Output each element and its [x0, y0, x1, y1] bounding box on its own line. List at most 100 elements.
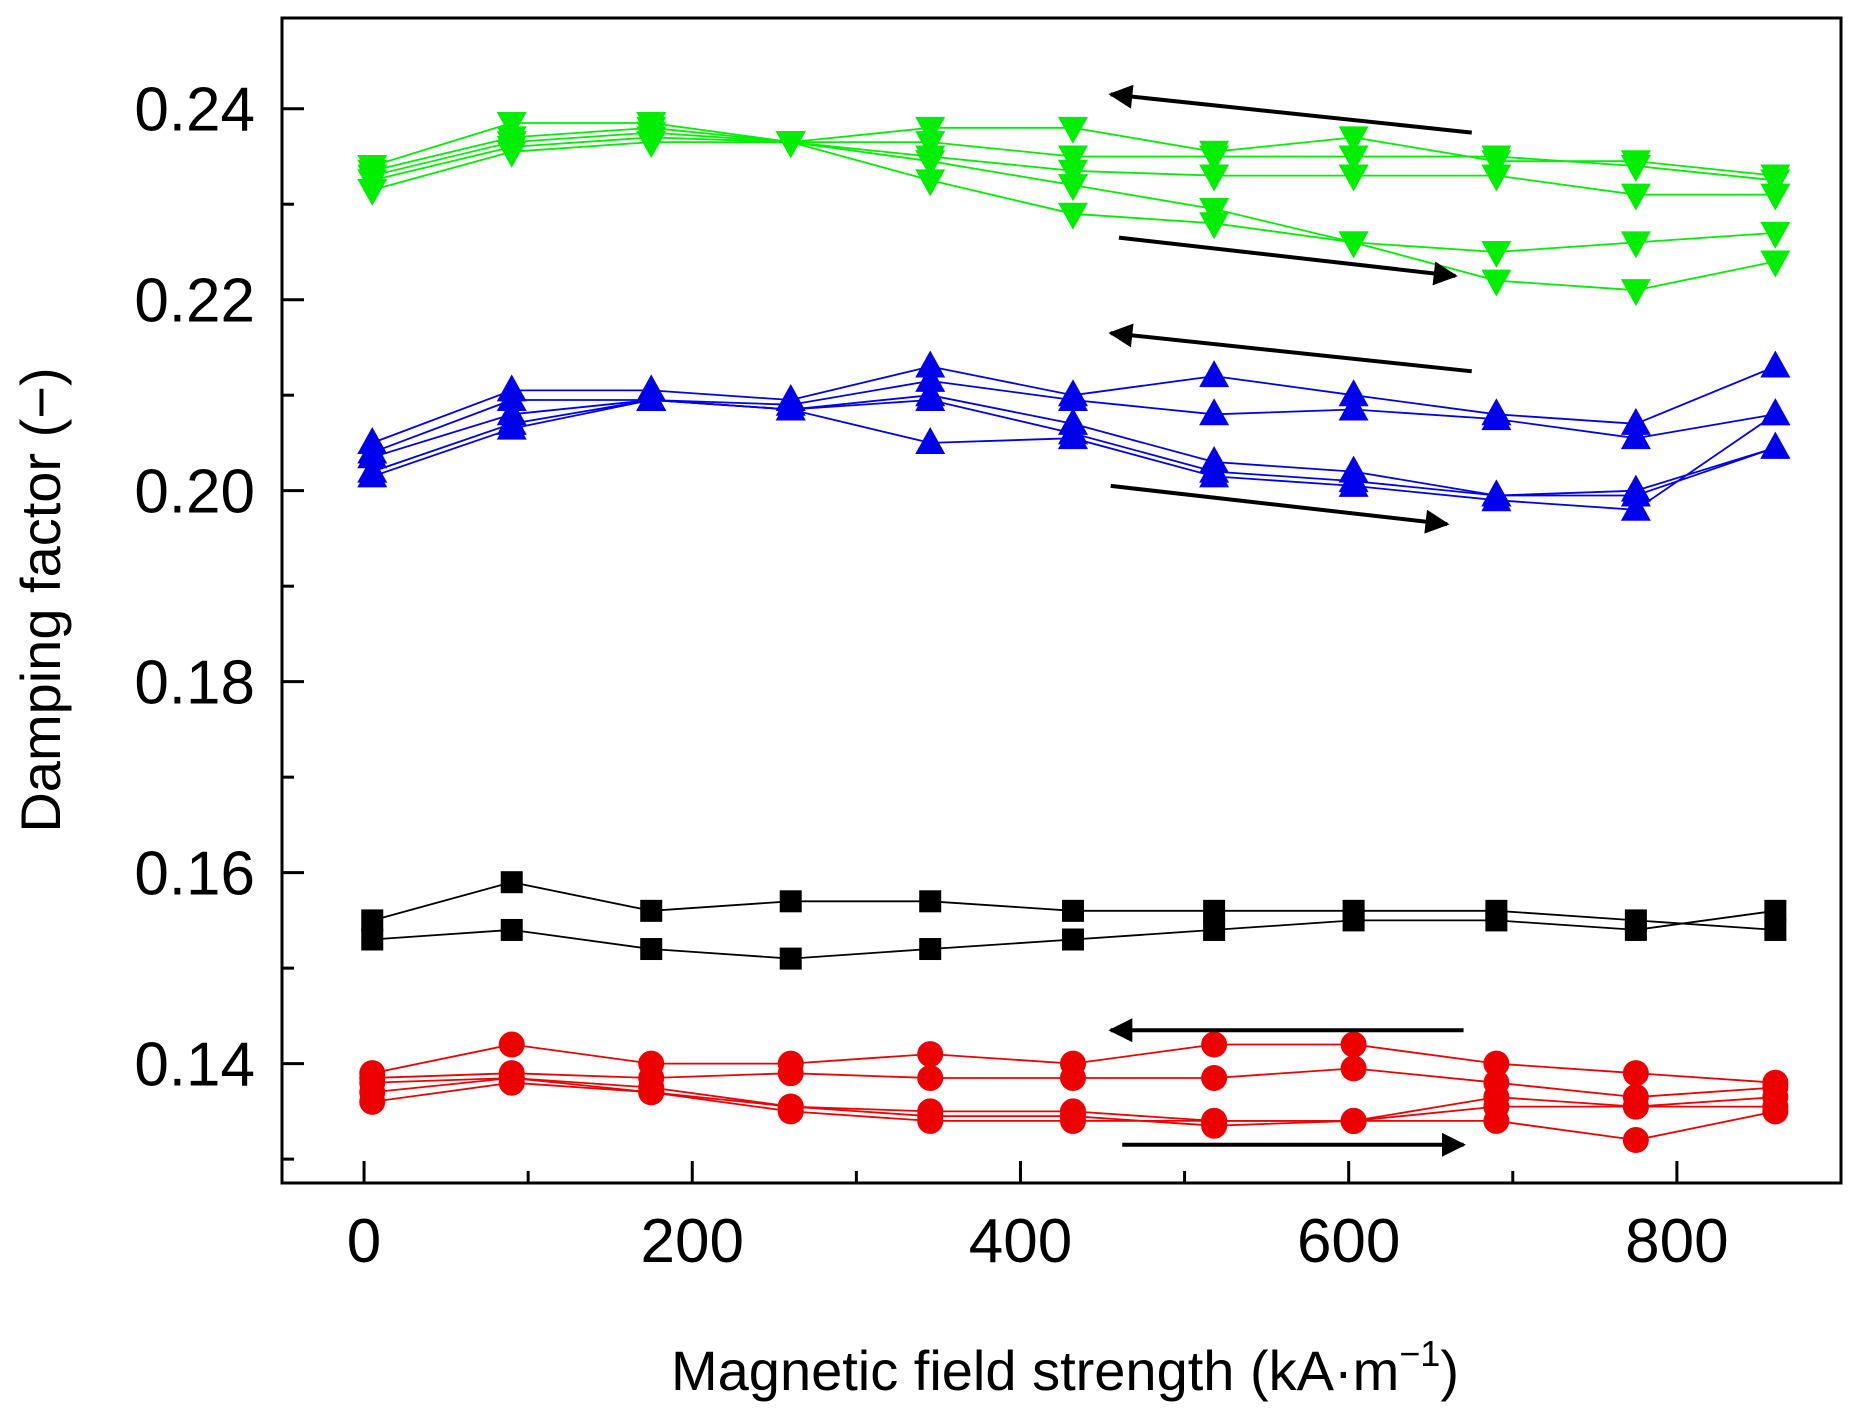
- data-point: [1199, 460, 1230, 488]
- data-point: [500, 918, 523, 941]
- series-12: [361, 899, 1787, 970]
- data-point: [498, 1031, 525, 1058]
- series-5: [357, 131, 1791, 307]
- data-point: [1199, 145, 1230, 173]
- data-point: [1481, 403, 1512, 431]
- direction-arrows: [1108, 84, 1472, 1157]
- data-point: [1057, 116, 1088, 144]
- data-point: [1760, 183, 1791, 211]
- data-point: [919, 890, 942, 913]
- data-point: [1057, 422, 1088, 450]
- data-point: [919, 938, 942, 961]
- data-point: [1203, 899, 1226, 922]
- data-point: [915, 350, 946, 378]
- data-point: [357, 441, 388, 469]
- data-point: [1622, 1060, 1649, 1087]
- y-tick-label: 0.20: [134, 458, 255, 527]
- x-tick-label: 800: [1625, 1207, 1728, 1276]
- data-point: [1340, 1055, 1367, 1082]
- y-tick-label: 0.14: [134, 1031, 255, 1100]
- data-point: [1760, 431, 1791, 459]
- data-point: [1338, 164, 1369, 192]
- data-point: [1483, 1050, 1510, 1077]
- data-point: [1199, 164, 1230, 192]
- x-axis-title-superscript: −1: [1399, 1333, 1440, 1374]
- data-point: [779, 947, 802, 970]
- data-point: [1057, 145, 1088, 173]
- data-point: [1338, 379, 1369, 407]
- data-point: [1620, 407, 1651, 435]
- data-point: [1201, 1031, 1228, 1058]
- data-point: [1481, 164, 1512, 192]
- data-point: [1760, 169, 1791, 197]
- y-tick-label: 0.24: [134, 76, 255, 145]
- data-point: [1620, 422, 1651, 450]
- data-point: [640, 938, 663, 961]
- data-point: [1338, 145, 1369, 173]
- data-point: [1620, 155, 1651, 183]
- data-point: [496, 112, 527, 140]
- data-point: [1481, 484, 1512, 512]
- data-point: [915, 169, 946, 197]
- data-point: [1059, 1064, 1086, 1091]
- direction-arrow: [1108, 84, 1472, 135]
- data-point: [777, 1060, 804, 1087]
- data-point: [1481, 145, 1512, 173]
- data-point: [638, 1079, 665, 1106]
- data-point: [915, 150, 946, 178]
- data-point: [1764, 899, 1787, 922]
- data-point: [636, 383, 667, 411]
- data-point: [1760, 350, 1791, 378]
- x-axis-title-end: ): [1440, 1339, 1459, 1402]
- data-point: [1760, 398, 1791, 426]
- data-point: [915, 116, 946, 144]
- y-tick-label: 0.22: [134, 267, 255, 336]
- data-point: [1620, 231, 1651, 259]
- series-layer: [357, 112, 1791, 1154]
- data-point: [1061, 928, 1084, 951]
- data-point: [1483, 1107, 1510, 1134]
- data-point: [361, 928, 384, 951]
- data-point: [357, 460, 388, 488]
- data-point: [1338, 231, 1369, 259]
- data-point: [1760, 221, 1791, 249]
- plot-frame: [280, 16, 1843, 1185]
- data-point: [779, 890, 802, 913]
- data-point: [1620, 493, 1651, 521]
- data-point: [496, 412, 527, 440]
- data-point: [915, 426, 946, 454]
- data-point: [917, 1107, 944, 1134]
- data-point: [1620, 279, 1651, 307]
- data-point: [357, 178, 388, 206]
- y-tick-label: 0.18: [134, 649, 255, 718]
- data-point: [500, 871, 523, 894]
- data-point: [1057, 174, 1088, 202]
- data-point: [1342, 909, 1365, 932]
- data-point: [1061, 899, 1084, 922]
- data-point: [1199, 212, 1230, 240]
- data-point: [915, 383, 946, 411]
- data-point: [1199, 197, 1230, 225]
- y-tick-label: 0.16: [134, 840, 255, 909]
- data-point: [775, 393, 806, 421]
- data-point: [1199, 398, 1230, 426]
- data-point: [915, 131, 946, 159]
- data-point: [1485, 909, 1508, 932]
- x-tick-label: 0: [347, 1207, 381, 1276]
- data-point: [1481, 240, 1512, 268]
- series-17: [359, 1069, 1789, 1154]
- data-point: [1620, 183, 1651, 211]
- data-point: [636, 131, 667, 159]
- data-point: [496, 140, 527, 168]
- data-point: [1481, 269, 1512, 297]
- x-tick-label: 600: [1297, 1207, 1400, 1276]
- direction-arrow: [1108, 323, 1472, 374]
- data-point: [775, 131, 806, 159]
- data-point: [359, 1088, 386, 1115]
- x-tick-label: 200: [641, 1207, 744, 1276]
- x-axis-title-main: Magnetic field strength (kA·m: [671, 1339, 1399, 1402]
- data-point: [1622, 1127, 1649, 1154]
- direction-arrow: [1118, 235, 1458, 286]
- data-point: [1199, 360, 1230, 388]
